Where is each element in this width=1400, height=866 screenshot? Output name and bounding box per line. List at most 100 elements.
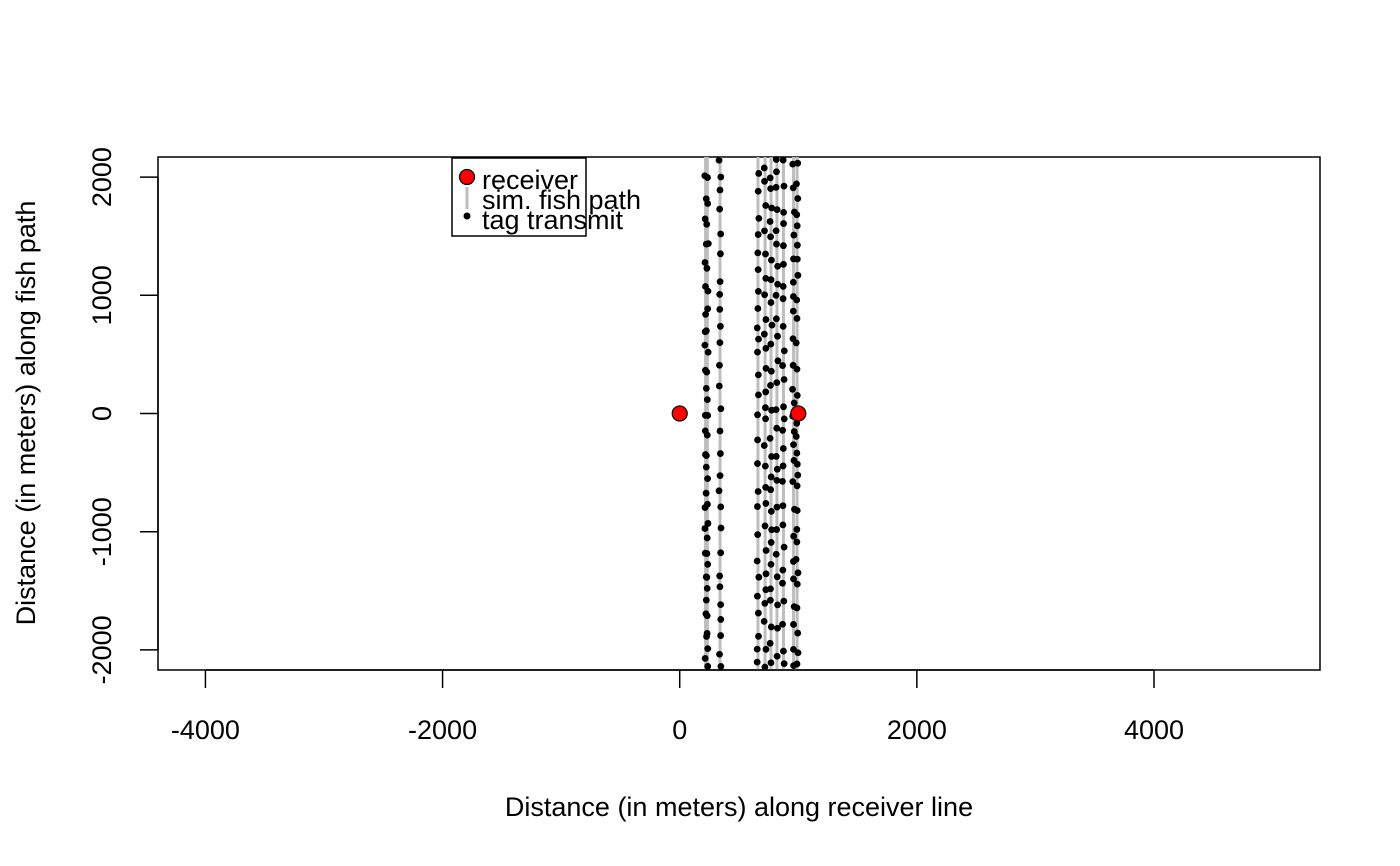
tag-transmit-point [716, 186, 724, 194]
tag-transmit-point [754, 371, 762, 379]
legend-box [451, 157, 587, 237]
tag-transmit-point [789, 307, 797, 315]
tag-transmit-point [760, 617, 768, 625]
tag-transmit-point [766, 639, 774, 647]
tag-transmit-point [773, 168, 780, 176]
tag-transmit-point [767, 486, 775, 494]
tag-transmit-point [716, 572, 724, 580]
tag-transmit-point [761, 599, 769, 607]
tag-transmit-point [772, 550, 780, 558]
tag-transmits-group [701, 156, 802, 671]
tag-transmit-point [772, 406, 780, 414]
x-axis-title: Distance (in meters) along receiver line [505, 792, 973, 822]
tag-transmit-point [780, 403, 787, 411]
y-tick-label: 0 [87, 406, 117, 421]
tag-transmit-point [703, 220, 711, 228]
tag-transmit-point [754, 436, 761, 444]
tag-transmit-point [793, 241, 801, 249]
tag-transmit-point [701, 341, 709, 349]
tag-transmit-point [762, 547, 770, 554]
tag-transmit-point [767, 560, 775, 568]
tag-transmit-point [753, 645, 761, 653]
tag-transmit-point [754, 460, 761, 467]
tag-transmit-point [793, 392, 801, 399]
y-tick-label: -2000 [87, 615, 117, 684]
tag-transmit-point [703, 573, 711, 581]
tag-transmit-point [793, 507, 801, 514]
legend-tag-transmit-symbol [463, 212, 471, 220]
tag-transmit-point [768, 526, 776, 534]
tag-transmit-point [754, 609, 762, 617]
tag-transmit-point [766, 174, 774, 182]
tag-transmit-point [774, 332, 781, 340]
tag-transmit-point [715, 487, 723, 495]
tag-transmit-point [793, 180, 800, 188]
tag-transmit-point [793, 255, 801, 263]
tag-transmit-point [779, 362, 786, 369]
tag-transmit-point [773, 652, 781, 660]
tag-transmit-point [754, 592, 761, 600]
tag-transmit-point [761, 291, 769, 299]
tag-transmit-point [793, 315, 801, 322]
tag-transmit-point [701, 525, 709, 532]
tag-transmit-point [767, 367, 775, 375]
tag-transmit-point [767, 185, 775, 192]
tag-transmit-point [717, 663, 725, 670]
tag-transmit-point [773, 206, 781, 214]
tag-transmit-point [762, 202, 770, 209]
tag-transmit-point [774, 624, 781, 632]
tag-transmit-point [704, 305, 712, 313]
tag-transmit-point [715, 156, 723, 164]
tag-transmit-point [773, 465, 781, 473]
tag-transmit-point [767, 299, 775, 306]
x-axis: -4000 -2000 0 2000 4000 [171, 669, 1184, 745]
tag-transmit-point [767, 233, 774, 241]
tag-transmit-point [779, 502, 787, 510]
tag-transmit-point [767, 381, 774, 389]
tag-transmit-point [703, 534, 711, 542]
tag-transmit-point [716, 450, 724, 457]
receivers-group [671, 405, 807, 422]
receiver-point [790, 405, 807, 422]
tag-transmit-point [702, 489, 710, 497]
tag-transmit-point [789, 278, 797, 286]
tag-transmit-point [779, 156, 787, 164]
tag-transmit-point [702, 384, 710, 392]
tag-transmit-point [780, 647, 787, 655]
tag-transmit-point [702, 452, 710, 460]
tag-transmit-point [704, 287, 712, 295]
tag-transmit-point [772, 183, 780, 191]
tag-transmit-point [717, 405, 725, 413]
tag-transmit-point [790, 231, 798, 239]
tag-transmit-point [704, 645, 712, 653]
tag-transmit-point [793, 449, 801, 457]
tag-transmit-point [762, 250, 769, 258]
tag-transmit-point [780, 242, 787, 250]
tag-transmit-point [703, 550, 711, 557]
tag-transmit-point [704, 560, 712, 568]
tag-transmit-point [703, 368, 711, 376]
tag-transmit-point [793, 296, 801, 304]
tag-transmit-point [779, 295, 787, 303]
tag-transmit-point [717, 173, 725, 181]
tag-transmit-point [772, 315, 780, 323]
tag-transmit-point [760, 330, 768, 338]
tag-transmit-point [754, 411, 761, 419]
tag-transmit-point [704, 662, 712, 670]
tag-transmit-point [766, 434, 774, 442]
tag-transmit-point [754, 305, 762, 312]
x-tick-label: 4000 [1124, 715, 1184, 745]
tag-transmit-point [702, 327, 710, 335]
tag-transmit-point [772, 156, 780, 163]
tag-transmit-point [789, 478, 797, 486]
tag-transmit-point [779, 521, 787, 529]
tag-transmit-point [790, 575, 797, 583]
tag-transmit-point [780, 182, 788, 190]
tag-transmit-point [701, 215, 709, 223]
tag-transmit-point [704, 412, 712, 419]
tag-transmit-point [703, 584, 711, 592]
legend-tag-transmit-label: tag transmit [482, 205, 624, 235]
tag-transmit-point [755, 391, 762, 399]
x-tick-label: 2000 [887, 715, 947, 745]
